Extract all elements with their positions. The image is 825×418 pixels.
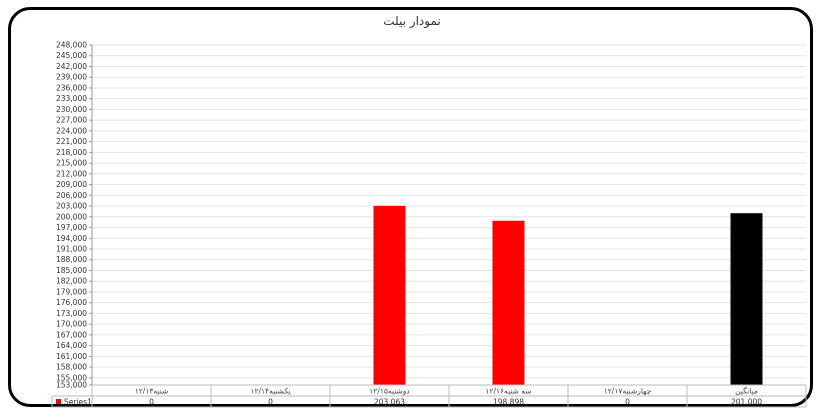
- y-tick-label: 203,000: [56, 202, 87, 211]
- y-tick-label: 182,000: [56, 277, 87, 286]
- y-tick-label: 227,000: [56, 116, 87, 125]
- value-label: 203,063: [374, 398, 405, 407]
- y-tick-label: 230,000: [56, 105, 87, 114]
- y-tick-label: 221,000: [56, 137, 87, 146]
- y-tick-label: 170,000: [56, 320, 87, 329]
- y-tick-label: 176,000: [56, 298, 87, 307]
- category-label: شنبه۱۲/۱۳: [135, 387, 168, 396]
- y-tick-label: 153,000: [56, 381, 87, 390]
- y-tick-label: 239,000: [56, 73, 87, 82]
- bar: [492, 220, 525, 385]
- value-label: 0: [625, 398, 630, 407]
- y-tick-label: 161,000: [56, 352, 87, 361]
- y-tick-label: 200,000: [56, 212, 87, 221]
- y-tick-label: 173,000: [56, 309, 87, 318]
- y-tick-label: 215,000: [56, 159, 87, 168]
- category-label: چهارشنبه۱۲/۱۷: [604, 387, 652, 396]
- chart-title: نمودار بیلت: [383, 14, 440, 29]
- category-label: دوشنبه۱۲/۱۵: [369, 387, 409, 396]
- bar: [730, 213, 763, 385]
- value-label: 0: [149, 398, 154, 407]
- y-tick-label: 194,000: [56, 234, 87, 243]
- category-label: میانگین: [735, 387, 758, 396]
- value-label: 198,898: [493, 398, 524, 407]
- bar: [373, 205, 406, 385]
- y-tick-label: 212,000: [56, 169, 87, 178]
- y-tick-label: 155,000: [56, 373, 87, 382]
- category-label: سه شنبه۱۲/۱۶: [485, 387, 531, 396]
- y-tick-label: 206,000: [56, 191, 87, 200]
- legend-label: Series1: [64, 398, 92, 407]
- y-tick-label: 158,000: [56, 363, 87, 372]
- value-label: 0: [268, 398, 273, 407]
- y-tick-label: 209,000: [56, 180, 87, 189]
- y-tick-label: 224,000: [56, 126, 87, 135]
- y-tick-label: 242,000: [56, 62, 87, 71]
- y-tick-label: 188,000: [56, 255, 87, 264]
- value-label: 201,000: [731, 398, 762, 407]
- y-tick-label: 164,000: [56, 341, 87, 350]
- legend-swatch: [56, 399, 61, 404]
- y-tick-label: 191,000: [56, 245, 87, 254]
- y-tick-label: 248,000: [56, 41, 87, 50]
- chart-frame: [8, 7, 813, 407]
- y-tick-label: 197,000: [56, 223, 87, 232]
- y-tick-label: 179,000: [56, 287, 87, 296]
- y-tick-label: 218,000: [56, 148, 87, 157]
- y-tick-label: 185,000: [56, 266, 87, 275]
- y-tick-label: 233,000: [56, 94, 87, 103]
- y-tick-label: 236,000: [56, 83, 87, 92]
- category-label: یکشنبه۱۲/۱۴: [250, 387, 290, 396]
- y-tick-label: 167,000: [56, 330, 87, 339]
- y-tick-label: 245,000: [56, 51, 87, 60]
